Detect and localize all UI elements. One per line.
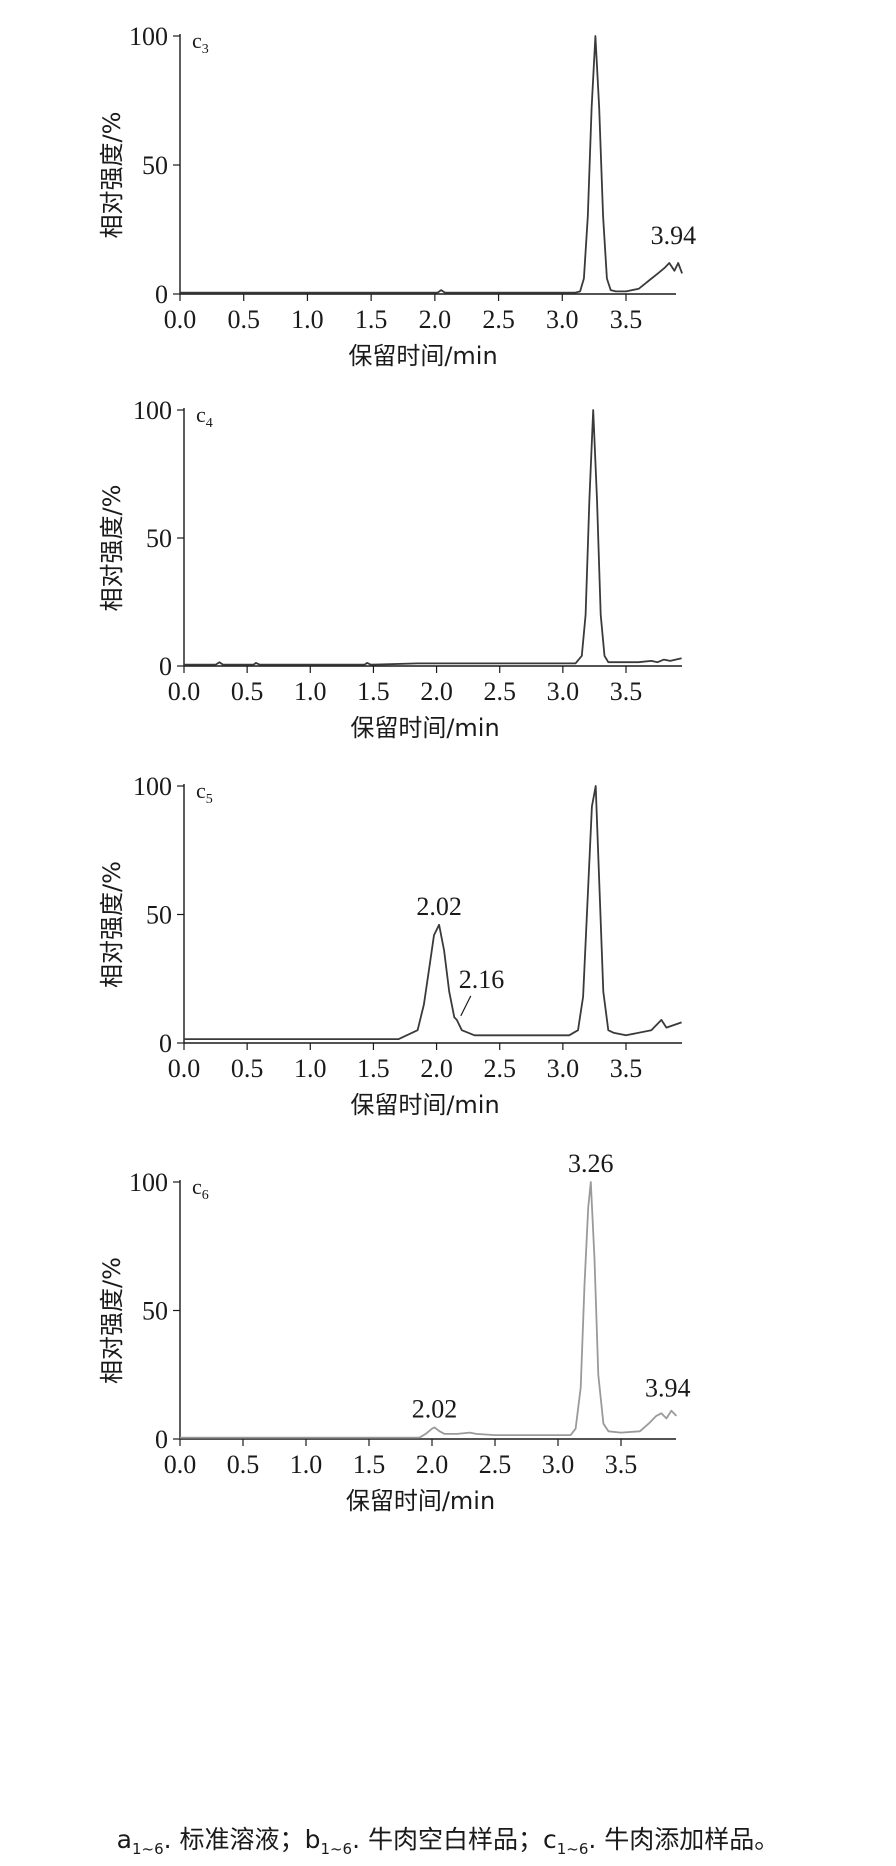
panel-label-sub: 4 [206, 416, 213, 431]
x-tick-label: 0.5 [227, 1450, 260, 1479]
x-tick-label: 2.0 [419, 305, 452, 334]
y-tick-label: 100 [133, 772, 172, 801]
x-tick-label: 0.0 [168, 1054, 201, 1083]
x-tick-label: 3.0 [546, 305, 579, 334]
panel-label-sub: 5 [206, 792, 213, 807]
x-axis-title: 保留时间/min [350, 714, 499, 742]
y-tick-label: 0 [159, 1029, 172, 1058]
x-tick-label: 3.5 [610, 1054, 643, 1083]
chromatogram-trace [180, 35, 683, 294]
panel-label: c5 [196, 778, 213, 807]
chromatogram-trace [184, 409, 682, 666]
caption-b-main: b [304, 1825, 321, 1854]
x-tick-label: 0.5 [231, 677, 264, 706]
peak-annotation: 3.94 [645, 1374, 691, 1403]
x-tick-label: 1.5 [353, 1450, 386, 1479]
figure-caption: a1~6. 标准溶液；b1~6. 牛肉空白样品；c1~6. 牛肉添加样品。 [0, 1820, 896, 1858]
y-axis-title: 相对强度/% [98, 861, 126, 988]
x-tick-label: 3.5 [610, 677, 643, 706]
x-axis-title: 保留时间/min [348, 342, 497, 370]
x-tick-label: 1.0 [290, 1450, 323, 1479]
x-tick-label: 1.0 [294, 1054, 327, 1083]
x-axis-title: 保留时间/min [346, 1487, 495, 1515]
x-tick-label: 0.0 [164, 305, 197, 334]
y-tick-label: 50 [146, 901, 172, 930]
x-tick-label: 1.5 [357, 1054, 390, 1083]
caption-c-sub: 1~6 [556, 1840, 589, 1858]
y-axis-title: 相对强度/% [98, 1257, 126, 1384]
peak-annotation: 3.94 [651, 221, 697, 250]
peak-annotation: 2.02 [416, 892, 462, 921]
x-tick-label: 1.5 [355, 305, 388, 334]
x-tick-label: 2.5 [482, 305, 515, 334]
x-tick-label: 3.0 [542, 1450, 575, 1479]
x-tick-label: 2.0 [420, 677, 453, 706]
panel-label: c4 [196, 402, 213, 431]
panel-label-sub: 6 [202, 1188, 209, 1203]
caption-a-text: . 标准溶液； [163, 1825, 305, 1854]
panel-label-sub: 3 [202, 42, 209, 57]
x-tick-label: 3.5 [605, 1450, 638, 1479]
x-tick-label: 3.0 [547, 677, 580, 706]
y-tick-label: 100 [129, 22, 168, 51]
annotation-leader [460, 995, 472, 1017]
caption-c-main: c [543, 1825, 557, 1854]
x-tick-label: 2.5 [483, 1054, 516, 1083]
y-tick-label: 0 [155, 1425, 168, 1454]
chart-panel-4: 0.0 0.5 1.0 1.5 2.0 2.5 3.0 3.5 0 50 100 保留时间/min 相对… [98, 1149, 690, 1515]
panel-label: c3 [192, 28, 209, 57]
x-tick-label: 2.5 [479, 1450, 512, 1479]
peak-annotation: 2.16 [459, 965, 505, 994]
x-tick-label: 3.5 [610, 305, 643, 334]
x-tick-label: 0.0 [168, 677, 201, 706]
x-tick-label: 3.0 [547, 1054, 580, 1083]
caption-c-text: . 牛肉添加样品。 [588, 1825, 780, 1854]
y-axis-title: 相对强度/% [98, 485, 126, 612]
x-tick-label: 1.0 [291, 305, 324, 334]
chart-panel-3: 0.0 0.5 1.0 1.5 2.0 2.5 3.0 3.5 0 50 100 保留时间/min 相对… [98, 772, 682, 1119]
peak-annotation: 3.26 [568, 1149, 614, 1178]
x-tick-label: 2.0 [416, 1450, 449, 1479]
chromatogram-trace [184, 785, 682, 1040]
chart-panel-1: 0.0 0.5 1.0 1.5 2.0 2.5 3.0 3.5 0 50 100 保留时间/min 相对… [98, 22, 696, 370]
x-tick-label: 1.5 [357, 677, 390, 706]
y-tick-label: 50 [146, 524, 172, 553]
x-tick-label: 1.0 [294, 677, 327, 706]
x-tick-label: 0.5 [227, 305, 260, 334]
y-tick-label: 0 [155, 280, 168, 309]
peak-annotation: 2.02 [412, 1394, 458, 1423]
x-tick-label: 2.0 [420, 1054, 453, 1083]
caption-b-sub: 1~6 [320, 1840, 353, 1858]
caption-b-text: . 牛肉空白样品； [352, 1825, 543, 1854]
y-tick-label: 0 [159, 652, 172, 681]
y-tick-label: 100 [129, 1168, 168, 1197]
y-tick-label: 50 [142, 1297, 168, 1326]
y-axis-title: 相对强度/% [98, 112, 126, 239]
chromatogram-trace [180, 1181, 678, 1439]
x-tick-label: 0.5 [231, 1054, 264, 1083]
y-tick-label: 50 [142, 151, 168, 180]
chart-panel-2: 0.0 0.5 1.0 1.5 2.0 2.5 3.0 3.5 0 50 100 保留时间/min 相对… [98, 396, 682, 742]
caption-a-sub: 1~6 [132, 1840, 164, 1858]
x-axis-title: 保留时间/min [350, 1091, 499, 1119]
x-tick-label: 2.5 [483, 677, 516, 706]
caption-a-main: a [116, 1825, 132, 1854]
panel-label: c6 [192, 1174, 209, 1203]
x-tick-label: 0.0 [164, 1450, 197, 1479]
y-tick-label: 100 [133, 396, 172, 425]
